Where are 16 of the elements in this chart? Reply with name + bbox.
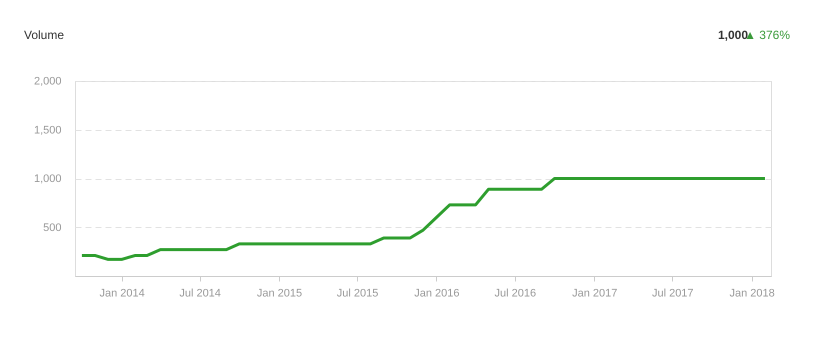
- x-tick-label: Jul 2015: [336, 288, 378, 300]
- line-series: [80, 177, 766, 261]
- y-tick-label: 2,000: [34, 76, 62, 88]
- y-tick-label: 1,500: [34, 124, 62, 136]
- y-tick-label: 500: [43, 222, 62, 234]
- x-tick-label: Jul 2017: [652, 288, 694, 300]
- x-tick-label: Jul 2016: [494, 288, 536, 300]
- x-tick-label: Jul 2014: [179, 288, 221, 300]
- x-tick-label: Jan 2017: [572, 288, 618, 300]
- x-tick-label: Jan 2014: [99, 288, 145, 300]
- x-tick-label: Jan 2016: [414, 288, 460, 300]
- x-tick-label: Jan 2018: [729, 288, 775, 300]
- text: 1,000: [718, 28, 748, 42]
- y-tick-label: 1,000: [34, 173, 62, 185]
- chart-title: Volume: [24, 28, 64, 42]
- x-tick-label: Jan 2015: [256, 288, 302, 300]
